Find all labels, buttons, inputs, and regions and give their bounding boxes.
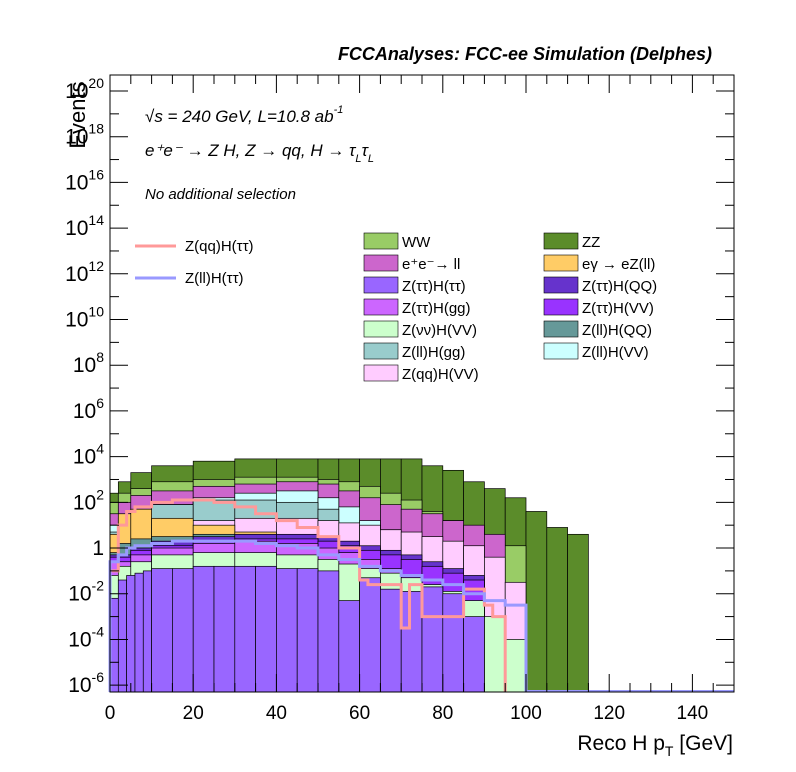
histogram-bin [192,565,215,693]
legend-box-swatch [543,276,579,294]
histogram-bin [296,568,319,693]
legend-right: WW ZZ e⁺e⁻→ ll eγ → eZ(ll) Z(ττ)H(ττ) Z(ττ)H(… [363,232,657,383]
process-label: e⁺e⁻ → Z H, Z → qq, H → τLτL [145,141,374,165]
y-tick-label: 1 [92,537,104,560]
y-tick-label: 10-6 [68,669,104,697]
y-tick-label: 10-2 [68,578,104,606]
legend-box-swatch [363,342,399,360]
legend-label: Z(ττ)H(QQ) [582,278,657,295]
legend-label: e⁺e⁻→ ll [402,256,460,273]
legend-box-swatch [543,320,579,338]
selection-label: No additional selection [145,186,296,203]
y-axis-label: Events [65,81,90,148]
histogram-bin [359,577,381,693]
legend-label: Z(ll)H(QQ) [582,322,652,339]
histogram-bin [421,586,444,693]
x-tick-label: 0 [105,703,116,724]
y-tick-label: 1018 [65,121,104,149]
y-tick-label: 1020 [65,75,104,103]
histogram-bin [442,593,464,693]
x-tick-label: 40 [266,703,287,724]
legend-box-swatch [363,320,399,338]
histogram-bin [484,616,506,693]
legend-label: Z(qq)H(VV) [402,366,479,383]
legend-left: Z(qq)H(ττ) Z(ll)H(ττ) [135,238,254,287]
y-tick-label: 1016 [65,166,104,194]
y-tick-label: 102 [73,486,104,514]
legend-label: Z(ττ)H(ττ) [402,278,466,295]
y-tick-label: 1012 [65,258,104,286]
histogram-bin [504,639,527,693]
plot-area: 0 20 40 60 80 100 120 140 10-6 10-4 10-2 1 102 104 106… [65,74,735,724]
y-tick-label: 104 [73,441,104,469]
legend-label: eγ → eZ(ll) [582,256,655,273]
x-tick-label: 140 [677,703,709,724]
histogram-bin [525,511,548,693]
histogram-bin [567,533,589,693]
histogram-bin [172,568,194,693]
legend-box-swatch [363,298,399,316]
legend-label: Z(ll)H(gg) [402,344,465,361]
legend-label: Z(ll)H(ττ) [185,270,244,287]
x-axis-label: Reco H pT [GeV] [577,732,733,759]
axis-ticks: 0 20 40 60 80 100 120 140 10-6 10-4 10-2 1 102 104 106… [65,75,735,724]
y-tick-label: 106 [73,395,104,423]
histogram-bin [142,570,152,693]
legend-label: Z(qq)H(ττ) [185,238,254,255]
legend-box-swatch [543,254,579,272]
overlay-line-0 [108,498,507,692]
legend-label: WW [402,234,431,251]
y-tick-label: 1014 [65,212,104,240]
stack-layer-12 [109,565,485,693]
histogram-bin [213,565,236,693]
legend-label: Z(νν)H(VV) [402,322,477,339]
histogram-bin [134,572,144,693]
histogram-bin [151,568,173,693]
histogram-bin [400,591,423,693]
histogram-bin [338,600,360,693]
histogram-bin [117,579,127,693]
legend-box-swatch [363,232,399,250]
stacked-histograms [109,458,589,693]
legend-box-swatch [363,364,399,382]
legend-label: Z(ττ)H(VV) [582,300,654,317]
histogram-bin [546,527,568,693]
chart-title: FCCAnalyses: FCC-ee Simulation (Delphes) [338,44,712,64]
legend-box-swatch [543,342,579,360]
legend-label: Z(ττ)H(gg) [402,300,471,317]
legend-label: ZZ [582,234,600,251]
histogram-bin [126,575,136,693]
legend-box-swatch [543,232,579,250]
overlay-line-1 [108,539,528,692]
x-tick-label: 60 [349,703,370,724]
histogram-bin [276,568,298,693]
legend-box-swatch [363,276,399,294]
legend-label: Z(ll)H(VV) [582,344,649,361]
x-tick-label: 80 [432,703,453,724]
x-tick-label: 120 [593,703,625,724]
histogram-bin [463,616,485,693]
y-tick-label: 10-4 [68,623,104,651]
legend-box-swatch [363,254,399,272]
legend-box-swatch [543,298,579,316]
histogram-bin [255,565,277,693]
y-tick-label: 1010 [65,304,104,332]
histogram-bin [317,570,340,693]
y-tick-label: 108 [73,349,104,377]
histogram-bin [234,565,256,693]
energy-lumi-label: √s = 240 GeV, L=10.8 ab-1 [145,104,343,126]
histogram-bin [380,588,402,693]
x-tick-label: 100 [510,703,542,724]
x-tick-label: 20 [183,703,204,724]
